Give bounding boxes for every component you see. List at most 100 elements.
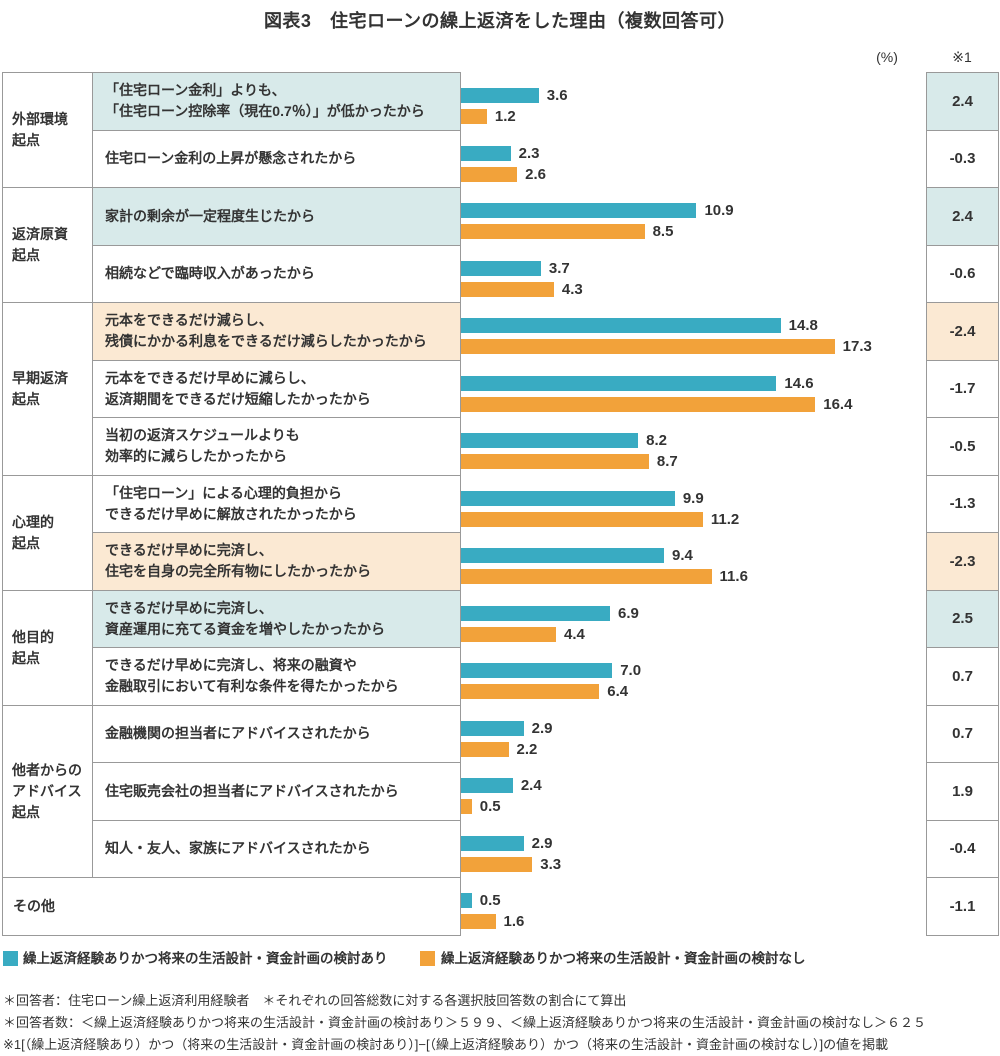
bar-row: 9.4 11.6 bbox=[461, 533, 923, 591]
diff-row: 2.4 bbox=[926, 187, 999, 246]
group-cell: 外部環境 起点 bbox=[2, 72, 93, 188]
reason-cell: できるだけ早めに完済し、 住宅を自身の完全所有物にしたかったから bbox=[92, 532, 461, 591]
reason-cell: 住宅販売会社の担当者にアドバイスされたから bbox=[92, 762, 461, 821]
bar-row: 2.3 2.6 bbox=[461, 131, 923, 189]
bar-without-plan bbox=[461, 626, 557, 642]
bar-with-plan bbox=[461, 893, 472, 908]
bar-without-plan bbox=[461, 799, 472, 814]
group-cell: 他者からの アドバイス 起点 bbox=[2, 704, 93, 878]
table-row: 返済原資 起点 家計の剰余が一定程度生じたから bbox=[2, 187, 461, 303]
legend-swatch-without-plan bbox=[420, 951, 435, 966]
table-row: 他者からの アドバイス 起点 金融機関の担当者にアドバイスされたから bbox=[2, 704, 461, 878]
diff-cell: 0.7 bbox=[926, 647, 999, 706]
bar-with-plan bbox=[461, 145, 511, 161]
diff-cell: 0.7 bbox=[926, 704, 999, 763]
bar-row: 7.0 6.4 bbox=[461, 648, 923, 706]
bar-with-plan bbox=[461, 203, 697, 218]
table-row: 当初の返済スケジュールよりも 効率的に減らしたかったから bbox=[3, 417, 461, 476]
table-row: 元本をできるだけ早めに減らし、 返済期間をできるだけ短縮したかったから bbox=[3, 359, 461, 418]
bar-value-with-plan: 8.2 bbox=[646, 432, 667, 449]
bar-with-plan bbox=[461, 318, 781, 333]
reason-cell: 家計の剰余が一定程度生じたから bbox=[92, 187, 461, 246]
bar-value-with-plan: 2.9 bbox=[531, 719, 553, 737]
bar-value-without-plan: 8.5 bbox=[652, 223, 674, 240]
bar-with-plan bbox=[461, 490, 675, 506]
reason-cell: 相続などで臨時収入があったから bbox=[92, 244, 461, 303]
bar-value-without-plan: 11.2 bbox=[710, 510, 740, 528]
bar-without-plan bbox=[461, 396, 816, 412]
diff-row: -2.4 bbox=[926, 302, 999, 361]
bar-value-with-plan: 10.9 bbox=[704, 202, 734, 219]
diff-row: -2.3 bbox=[926, 532, 999, 591]
diff-cell: 2.4 bbox=[926, 72, 999, 131]
reason-cell: 当初の返済スケジュールよりも 効率的に減らしたかったから bbox=[92, 417, 461, 476]
bar-row: 2.9 2.2 bbox=[461, 706, 923, 764]
footnote-line-3: ※1[（繰上返済経験あり）かつ（将来の生活設計・資金計画の検討あり）]−[（繰上… bbox=[3, 1037, 889, 1052]
legend-swatch-with-plan bbox=[3, 951, 18, 966]
diff-row: -1.1 bbox=[926, 877, 999, 936]
diff-row: -0.5 bbox=[926, 417, 999, 476]
diff-row: -0.6 bbox=[926, 244, 999, 303]
category-reason-grid: 外部環境 起点 「住宅ローン金利」よりも、 「住宅ローン控除率（現在0.7％）」が… bbox=[2, 72, 461, 936]
legend: 繰上返済経験ありかつ将来の生活設計・資金計画の検討あり 繰上返済経験ありかつ将来… bbox=[0, 948, 1000, 970]
footnotes: ＊回答者：住宅ローン繰上返済利用経験者 ＊それぞれの回答総数に対する各選択肢回答… bbox=[3, 990, 999, 1056]
bar-value-without-plan: 17.3 bbox=[842, 338, 872, 355]
bar-row: 14.8 17.3 bbox=[461, 303, 923, 361]
bar-value-without-plan: 4.4 bbox=[564, 625, 585, 643]
diff-grid: 2.4 -0.3 2.4 -0.6 -2.4 -1.7 -0.5 -1.3 -2.3 2.5 0.7… bbox=[926, 72, 999, 936]
category-reason-table: 外部環境 起点 「住宅ローン金利」よりも、 「住宅ローン控除率（現在0.7％）」が… bbox=[2, 72, 461, 936]
bar-without-plan bbox=[461, 454, 649, 469]
reason-cell: できるだけ早めに完済し、将来の融資や 金融取引において有利な条件を得たかったから bbox=[92, 647, 461, 706]
bar-value-with-plan: 3.7 bbox=[548, 259, 570, 277]
diff-cell: 2.5 bbox=[926, 589, 999, 648]
ref1-column-label: ※1 bbox=[952, 49, 972, 65]
bar-value-without-plan: 8.7 bbox=[656, 453, 678, 470]
bar-without-plan bbox=[461, 569, 712, 584]
bar-value-with-plan: 0.5 bbox=[479, 892, 501, 909]
reason-cell: 元本をできるだけ早めに減らし、 返済期間をできるだけ短縮したかったから bbox=[92, 359, 461, 418]
bar-without-plan bbox=[461, 914, 496, 929]
bar-value-without-plan: 2.2 bbox=[516, 740, 538, 758]
table-row: 相続などで臨時収入があったから bbox=[3, 244, 461, 303]
bar-value-without-plan: 16.4 bbox=[823, 395, 853, 413]
diff-column: 2.4 -0.3 2.4 -0.6 -2.4 -1.7 -0.5 -1.3 -2.3 2.5 0.7… bbox=[926, 72, 999, 936]
bar-row: 3.7 4.3 bbox=[461, 246, 923, 304]
bar-value-without-plan: 2.6 bbox=[525, 165, 547, 183]
diff-cell: 2.4 bbox=[926, 187, 999, 246]
reason-cell: 知人・友人、家族にアドバイスされたから bbox=[92, 819, 461, 878]
bar-value-without-plan: 1.2 bbox=[494, 108, 516, 125]
bar-with-plan bbox=[461, 548, 665, 563]
table-row: 住宅販売会社の担当者にアドバイスされたから bbox=[3, 762, 461, 821]
reason-cell: 金融機関の担当者にアドバイスされたから bbox=[92, 704, 461, 763]
group-cell: 心理的 起点 bbox=[2, 474, 93, 591]
bar-with-plan bbox=[461, 663, 613, 678]
bar-row: 8.2 8.7 bbox=[461, 418, 923, 476]
bar-with-plan bbox=[461, 260, 541, 276]
bar-without-plan bbox=[461, 224, 645, 239]
footnote-line-1: ＊回答者：住宅ローン繰上返済利用経験者 ＊それぞれの回答総数に対する各選択肢回答… bbox=[3, 993, 627, 1008]
bar-row: 2.4 0.5 bbox=[461, 763, 923, 821]
bar-row: 0.5 1.6 bbox=[461, 878, 923, 936]
bar-value-without-plan: 0.5 bbox=[479, 798, 501, 815]
diff-row: 0.7 bbox=[926, 647, 999, 706]
bar-without-plan bbox=[461, 166, 518, 182]
diff-row: -1.7 bbox=[926, 359, 999, 418]
group-cell: その他 bbox=[2, 877, 461, 936]
bar-value-with-plan: 3.6 bbox=[546, 87, 568, 104]
bar-with-plan bbox=[461, 605, 611, 621]
reason-cell: 「住宅ローン金利」よりも、 「住宅ローン控除率（現在0.7％）」が低かったから bbox=[92, 72, 461, 131]
table-row: その他 bbox=[2, 877, 461, 936]
diff-cell: 1.9 bbox=[926, 762, 999, 821]
bar-value-with-plan: 6.9 bbox=[618, 604, 639, 622]
bar-without-plan bbox=[461, 511, 703, 527]
table-row: 住宅ローン金利の上昇が懸念されたから bbox=[3, 129, 461, 188]
diff-cell: -0.5 bbox=[926, 417, 999, 476]
legend-label-with-plan: 繰上返済経験ありかつ将来の生活設計・資金計画の検討あり bbox=[23, 951, 388, 966]
bar-value-without-plan: 11.6 bbox=[719, 568, 748, 585]
bar-value-with-plan: 14.6 bbox=[784, 374, 814, 392]
bar-without-plan bbox=[461, 109, 487, 124]
diff-cell: -1.1 bbox=[926, 877, 999, 936]
reason-cell: 「住宅ローン」による心理的負担から できるだけ早めに解放されたかったから bbox=[92, 474, 461, 533]
bar-value-with-plan: 9.4 bbox=[672, 547, 693, 564]
